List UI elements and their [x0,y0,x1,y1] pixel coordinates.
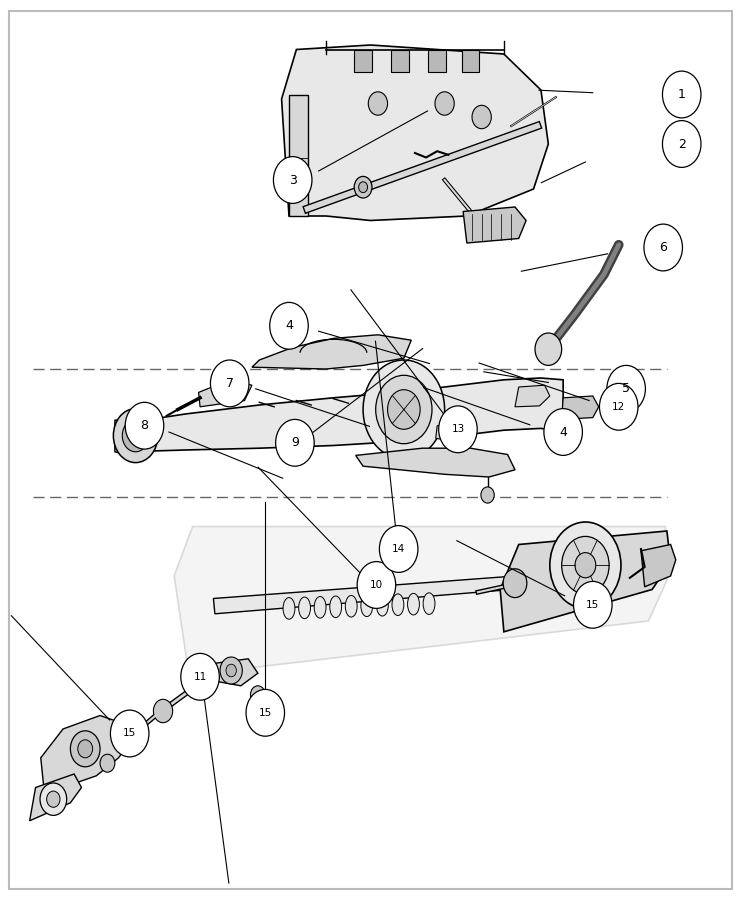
Polygon shape [356,448,515,477]
Polygon shape [174,526,667,675]
Circle shape [379,526,418,572]
Polygon shape [126,378,563,452]
Ellipse shape [345,596,357,617]
Circle shape [575,553,596,578]
Text: 6: 6 [659,241,667,254]
Circle shape [544,409,582,455]
Circle shape [472,105,491,129]
Polygon shape [463,207,526,243]
Polygon shape [500,531,671,632]
Polygon shape [391,50,409,72]
Polygon shape [252,335,411,369]
Polygon shape [289,94,308,216]
Circle shape [273,157,312,203]
Ellipse shape [283,598,295,619]
Circle shape [40,783,67,815]
Polygon shape [41,716,130,794]
Ellipse shape [361,595,373,616]
Text: 15: 15 [259,707,272,718]
Circle shape [550,522,621,608]
Polygon shape [115,416,144,457]
Polygon shape [354,50,372,72]
Polygon shape [199,380,252,407]
Polygon shape [462,50,479,72]
Text: 13: 13 [451,424,465,435]
Polygon shape [515,385,550,407]
Text: 5: 5 [622,382,630,395]
Text: 7: 7 [226,377,233,390]
Circle shape [210,360,249,407]
Text: 15: 15 [123,728,136,739]
Circle shape [439,406,477,453]
Circle shape [535,333,562,365]
Circle shape [562,536,609,594]
Polygon shape [211,659,258,686]
Text: 2: 2 [678,138,685,150]
Circle shape [113,409,158,463]
Text: 12: 12 [612,401,625,412]
Circle shape [100,754,115,772]
Polygon shape [282,45,548,220]
Polygon shape [436,423,476,444]
Ellipse shape [330,596,342,617]
Circle shape [599,383,638,430]
Circle shape [276,419,314,466]
Circle shape [357,562,396,608]
Circle shape [376,375,432,444]
Ellipse shape [423,593,435,615]
Circle shape [435,92,454,115]
Text: 1: 1 [678,88,685,101]
Circle shape [70,731,100,767]
Text: 14: 14 [392,544,405,554]
Text: 4: 4 [285,320,293,332]
Circle shape [503,569,527,598]
Circle shape [644,224,682,271]
Circle shape [122,419,149,452]
Circle shape [354,176,372,198]
Circle shape [481,487,494,503]
Circle shape [607,365,645,412]
Circle shape [363,360,445,459]
Ellipse shape [392,594,404,616]
Circle shape [47,791,60,807]
Circle shape [662,71,701,118]
Ellipse shape [408,593,419,615]
Circle shape [110,710,149,757]
Ellipse shape [299,597,310,618]
Polygon shape [213,576,515,614]
Text: 11: 11 [193,671,207,682]
Text: 9: 9 [291,436,299,449]
Circle shape [574,581,612,628]
Circle shape [290,433,306,453]
Text: 8: 8 [141,419,148,432]
Circle shape [78,740,93,758]
Circle shape [250,686,265,704]
Circle shape [359,182,368,193]
Polygon shape [428,50,446,72]
Circle shape [181,653,219,700]
Text: 10: 10 [370,580,383,590]
Circle shape [153,699,173,723]
Ellipse shape [314,597,326,618]
Circle shape [388,390,420,429]
Circle shape [246,689,285,736]
Circle shape [220,657,242,684]
Polygon shape [30,774,82,821]
Circle shape [125,402,164,449]
Text: 3: 3 [289,174,296,186]
Text: 4: 4 [559,426,567,438]
Circle shape [226,664,236,677]
Ellipse shape [376,594,388,616]
Circle shape [270,302,308,349]
Circle shape [368,92,388,115]
Polygon shape [641,544,676,587]
Circle shape [662,121,701,167]
Polygon shape [562,396,599,419]
Circle shape [130,428,142,443]
Text: 15: 15 [586,599,599,610]
